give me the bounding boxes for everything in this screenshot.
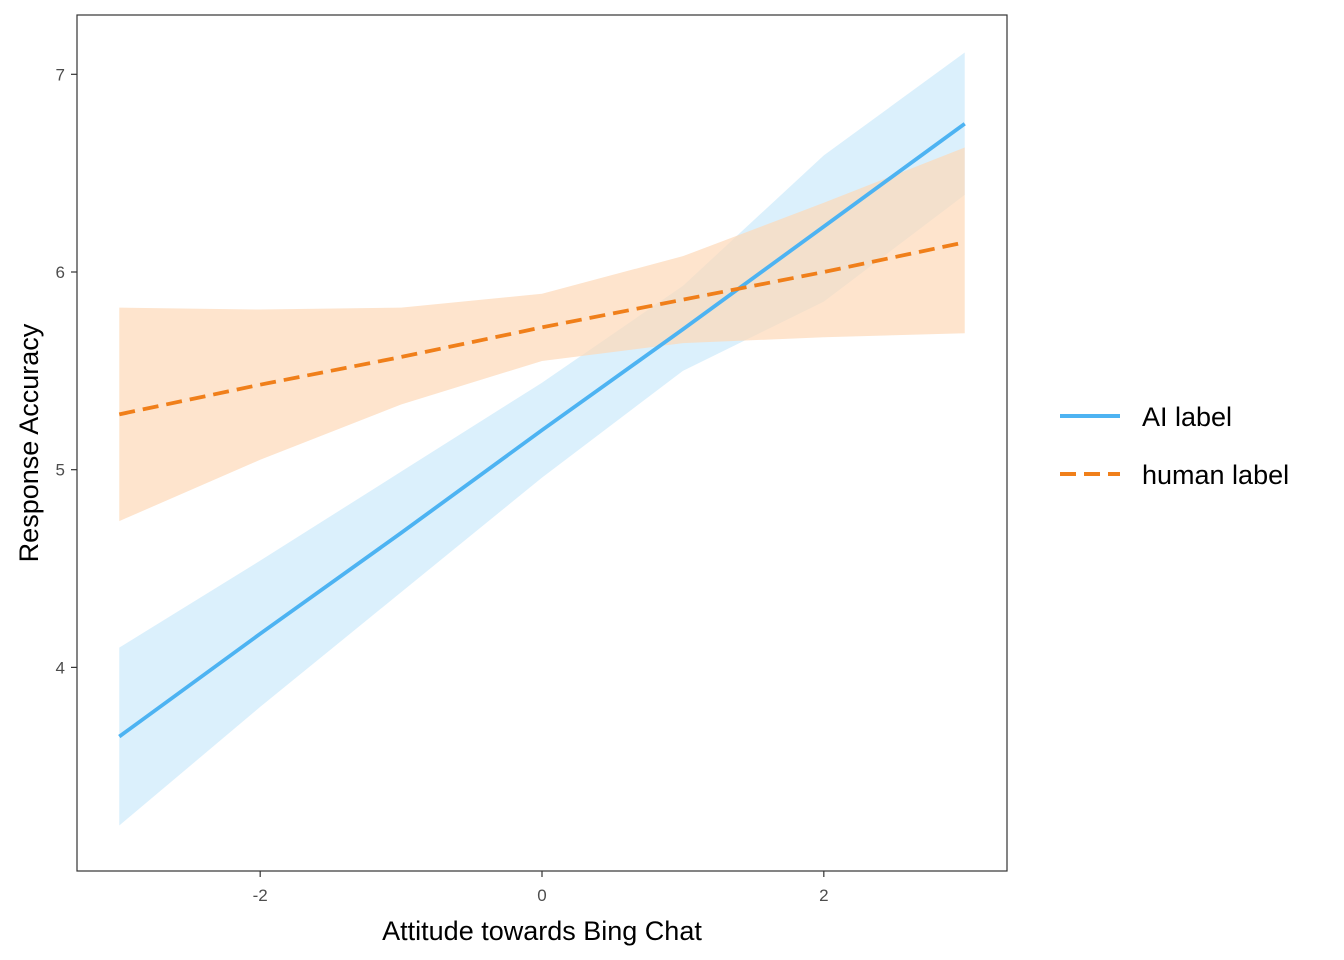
human-label-confidence-band <box>119 147 965 522</box>
y-axis-ticks: 4 5 6 7 <box>56 65 77 677</box>
confidence-ribbons <box>119 52 965 826</box>
series-lines <box>118 122 966 739</box>
legend: AI label human label <box>1060 402 1289 490</box>
y-axis-title: Response Accuracy <box>14 323 44 562</box>
x-tick-label: -2 <box>253 886 268 905</box>
y-tick-label: 6 <box>56 263 65 282</box>
ai-label-line <box>118 122 966 739</box>
legend-label-ai-label: AI label <box>1142 402 1232 432</box>
y-tick-label: 5 <box>56 461 65 480</box>
x-tick-label: 0 <box>537 886 546 905</box>
legend-label-human-label: human label <box>1142 460 1289 490</box>
y-tick-label: 4 <box>56 658 65 677</box>
x-axis-ticks: -2 0 2 <box>253 871 829 905</box>
x-axis-title: Attitude towards Bing Chat <box>382 916 702 946</box>
y-tick-label: 7 <box>56 65 65 84</box>
x-tick-label: 2 <box>819 886 828 905</box>
